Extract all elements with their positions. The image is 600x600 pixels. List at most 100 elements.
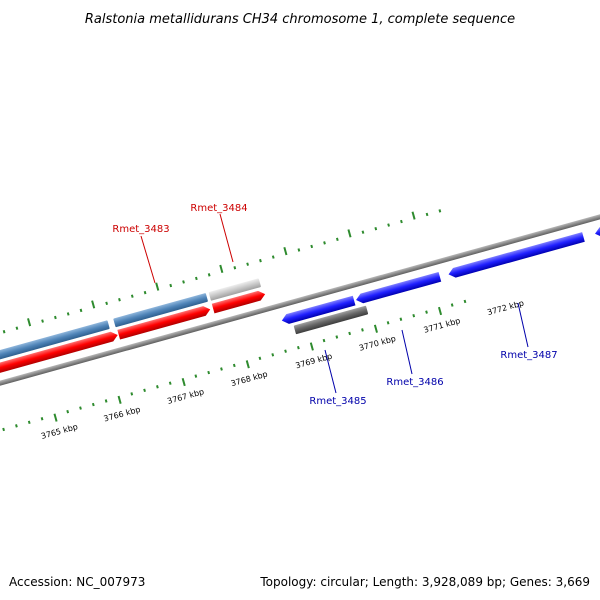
inner-tick-minor bbox=[232, 363, 236, 368]
outer-tick-minor bbox=[105, 301, 109, 306]
leader-line-rmet-3486 bbox=[401, 329, 413, 375]
backbone-line bbox=[0, 185, 600, 415]
cds-block-rmet-3485[interactable] bbox=[293, 305, 369, 335]
outer-tick-minor bbox=[169, 283, 173, 288]
inner-tick-minor bbox=[156, 385, 159, 389]
outer-tick-minor bbox=[207, 273, 211, 277]
accession-text: Accession: NC_007973 bbox=[9, 575, 145, 589]
outer-tick-minor bbox=[246, 262, 249, 266]
leader-line-rmet-3485 bbox=[324, 349, 337, 394]
inner-tick-minor bbox=[399, 317, 403, 321]
inner-tick-minor bbox=[425, 310, 428, 314]
gene-label-rmet-3485[interactable]: Rmet_3485 bbox=[309, 396, 366, 407]
cds-block-1[interactable] bbox=[0, 320, 110, 363]
scale-label: 3767 kbp bbox=[166, 387, 205, 406]
inner-tick-minor bbox=[91, 402, 95, 407]
outer-tick-minor bbox=[400, 219, 403, 224]
outer-tick-minor bbox=[233, 266, 237, 270]
map-title: Ralstonia metallidurans CH34 chromosome … bbox=[85, 12, 515, 27]
inner-tick-major bbox=[117, 395, 122, 404]
gene-arrow-rmet-3487[interactable] bbox=[447, 232, 585, 279]
outer-tick-minor bbox=[143, 290, 147, 295]
inner-tick-minor bbox=[27, 420, 31, 425]
outer-tick-minor bbox=[271, 255, 275, 259]
inner-tick-minor bbox=[66, 409, 70, 414]
outer-tick-minor bbox=[323, 241, 326, 245]
outer-tick-minor bbox=[194, 276, 198, 281]
inner-tick-minor bbox=[15, 424, 18, 428]
gene-label-rmet-3486[interactable]: Rmet_3486 bbox=[386, 377, 443, 388]
gene-label-rmet-3487[interactable]: Rmet_3487 bbox=[500, 350, 557, 361]
outer-tick-row bbox=[2, 209, 442, 334]
inner-tick-major bbox=[373, 324, 378, 333]
outer-tick-major bbox=[27, 318, 32, 327]
outer-tick-minor bbox=[438, 209, 442, 213]
outer-tick-major bbox=[283, 247, 288, 256]
inner-tick-major bbox=[181, 377, 186, 387]
scale-label: 3770 kbp bbox=[358, 334, 397, 353]
gene-arrow-rmet-3484[interactable] bbox=[211, 289, 267, 314]
inner-tick-minor bbox=[168, 381, 172, 385]
inner-tick-major bbox=[53, 413, 58, 422]
gene-arrow-rmet-3486[interactable] bbox=[355, 271, 442, 305]
inner-tick-minor bbox=[297, 345, 300, 350]
leader-line-rmet-3484 bbox=[219, 213, 234, 263]
inner-tick-minor bbox=[143, 388, 146, 393]
leader-line-rmet-3487 bbox=[517, 302, 529, 348]
gene-label-rmet-3484[interactable]: Rmet_3484 bbox=[190, 203, 247, 214]
inner-tick-row bbox=[2, 299, 467, 432]
inner-tick-minor bbox=[220, 367, 223, 371]
outer-tick-minor bbox=[15, 326, 19, 330]
outer-tick-minor bbox=[374, 226, 378, 231]
outer-tick-minor bbox=[182, 280, 185, 284]
inner-tick-minor bbox=[361, 328, 364, 332]
inner-tick-minor bbox=[463, 299, 467, 304]
outer-tick-minor bbox=[54, 315, 57, 320]
leader-line-rmet-3483 bbox=[140, 235, 156, 284]
inner-tick-minor bbox=[322, 338, 326, 343]
genome-summary-text: Topology: circular; Length: 3,928,089 bp… bbox=[259, 575, 590, 589]
inner-tick-minor bbox=[207, 370, 211, 375]
inner-tick-minor bbox=[412, 313, 416, 318]
outer-tick-minor bbox=[259, 258, 262, 263]
outer-tick-major bbox=[347, 229, 352, 238]
outer-tick-minor bbox=[79, 308, 83, 313]
track-group: 3765 kbp 3766 kbp 3767 kbp 3768 kbp 3769… bbox=[0, 185, 600, 441]
cds-block-rmet-3483[interactable] bbox=[113, 293, 208, 328]
gene-arrow-rmet-3483[interactable] bbox=[117, 305, 211, 340]
outer-tick-minor bbox=[41, 319, 44, 323]
inner-tick-minor bbox=[258, 356, 262, 361]
gene-label-rmet-3483[interactable]: Rmet_3483 bbox=[112, 224, 169, 235]
inner-tick-minor bbox=[130, 392, 134, 396]
inner-tick-minor bbox=[79, 406, 82, 410]
inner-tick-minor bbox=[386, 321, 390, 325]
gene-arrow-forward-1[interactable] bbox=[0, 330, 119, 376]
outer-tick-minor bbox=[2, 330, 6, 334]
scale-label: 3765 kbp bbox=[40, 422, 79, 441]
scale-label: 3768 kbp bbox=[230, 370, 269, 389]
scale-label: 3771 kbp bbox=[423, 316, 462, 335]
inner-tick-minor bbox=[2, 427, 5, 432]
outer-tick-minor bbox=[310, 244, 314, 249]
outer-tick-major bbox=[155, 282, 160, 291]
inner-tick-minor bbox=[194, 374, 198, 378]
outer-tick-major bbox=[219, 264, 224, 274]
inner-tick-major bbox=[245, 360, 250, 369]
cds-block-rmet-3484[interactable] bbox=[208, 278, 262, 301]
gene-arrow-reverse-1[interactable] bbox=[281, 295, 356, 326]
inner-tick-major bbox=[437, 306, 443, 316]
inner-tick-minor bbox=[271, 353, 275, 357]
inner-tick-minor bbox=[284, 349, 287, 353]
outer-tick-major bbox=[91, 300, 96, 309]
outer-tick-minor bbox=[297, 248, 301, 252]
inner-tick-major bbox=[309, 342, 314, 351]
outer-tick-minor bbox=[335, 237, 339, 242]
outer-tick-minor bbox=[425, 212, 429, 217]
inner-tick-minor bbox=[40, 417, 44, 421]
inner-tick-minor bbox=[104, 399, 108, 403]
inner-tick-minor bbox=[335, 335, 339, 339]
scale-label: 3766 kbp bbox=[103, 405, 142, 424]
outer-tick-minor bbox=[66, 312, 70, 316]
